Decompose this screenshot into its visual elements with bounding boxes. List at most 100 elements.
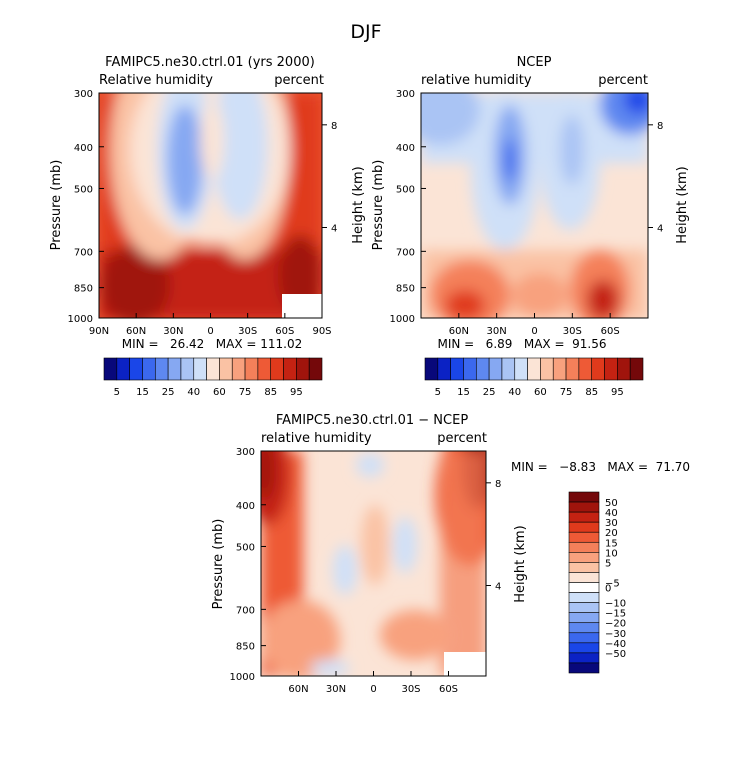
colorbar-label: 85 [585,387,598,398]
y-tick-label: 400 [236,501,255,512]
colorbar-label: 25 [483,387,496,398]
colorbar-label: −10 [605,599,626,610]
colorbar-swatch [257,357,272,381]
y-tick-label: 1000 [68,314,93,325]
x-tick-label: 60N [288,684,308,695]
colorbar-swatch [527,357,541,381]
colorbar-label: 75 [239,387,252,398]
colorbar-label: 75 [560,387,573,398]
y-tick-label: 400 [396,143,415,154]
colorbar-swatch [552,357,567,381]
colorbar-label: 60 [534,387,547,398]
x-ticks: 60N 30N 0 30S 60S [288,671,458,695]
x-tick-label: 30N [163,326,183,337]
colorbar-ncep: 5 15 25 40 60 75 85 95 [424,357,644,398]
colorbar-swatch [450,357,464,381]
colorbar-swatch [103,357,118,381]
colorbar-label: 50 [605,498,618,509]
colorbar-swatch [142,357,156,381]
height-tick-label: 8 [657,121,663,132]
colorbar-swatch [219,357,233,381]
colorbar-label: −50 [605,649,626,660]
y-tick-label: 300 [396,89,415,100]
y-tick-label: 1000 [390,314,415,325]
y-axis-label-right: Height (km) [513,525,528,602]
height-ticks: 84 [322,121,337,235]
y-axis-label: Pressure (mb) [49,160,64,251]
colorbar-swatch [568,622,600,634]
x-tick-label: 30N [487,326,507,337]
colorbar-swatch [568,491,600,503]
colorbar-swatch [501,357,516,381]
colorbar-swatch [568,501,600,513]
colorbar-label: 40 [508,387,521,398]
y-tick-label: 850 [396,284,415,295]
colorbar-swatch [244,357,259,381]
colorbar-swatch [116,357,130,381]
x-tick-label: 60S [275,326,294,337]
x-tick-label: 90N [89,326,109,337]
height-ticks: 84 [648,121,663,235]
colorbar-swatch [308,357,323,381]
colorbar-swatch [193,357,207,381]
y-axis-label: Pressure (mb) [371,160,386,251]
colorbar-label: 40 [605,508,618,519]
colorbar-model: 5 15 25 40 60 75 85 95 [103,357,323,398]
colorbar-swatch [591,357,605,381]
height-tick-label: 4 [657,224,663,235]
left-label: relative humidity [421,73,532,88]
colorbar-label: 95 [290,387,303,398]
y-tick-label: 1000 [230,672,255,683]
x-tick-label: 0 [531,326,537,337]
y-ticks: 300 400 500 700 850 1000 [230,447,266,683]
colorbar-swatch [283,357,297,381]
right-label: percent [598,73,648,88]
colorbar-swatch [180,357,195,381]
y-ticks: 300 400 500 700 850 1000 [390,89,426,325]
panel-difference: FAMIPC5.ne30.ctrl.01 − NCEP relative hum… [211,413,690,695]
colorbar-label: 60 [213,387,226,398]
colorbar-swatch [514,357,528,381]
right-label: percent [274,73,324,88]
height-ticks: 84 [486,479,501,593]
colorbar-swatch [568,592,600,603]
colorbar-swatch [129,357,143,381]
page-title: DJF [350,21,381,43]
colorbar-label: 40 [187,387,200,398]
y-tick-label: 700 [396,247,415,258]
colorbar-swatch [568,541,600,553]
colorbar-swatch [154,357,169,381]
colorbar-swatch [568,552,600,563]
panel-model-rh: FAMIPC5.ne30.ctrl.01 (yrs 2000) Relative… [49,55,366,351]
panel-title: FAMIPC5.ne30.ctrl.01 (yrs 2000) [105,55,315,70]
colorbar-swatch [568,562,600,573]
x-ticks: 90N 60N 30N 0 30S 60S 90S [89,313,332,337]
stats-text: MIN = −8.83 MAX = 71.70 [511,460,690,474]
colorbar-label: 5 [114,387,120,398]
x-tick-label: 30S [401,684,420,695]
x-tick-label: 90S [312,326,331,337]
x-tick-label: 0 [370,684,376,695]
y-tick-label: 500 [396,184,415,195]
y-tick-label: 300 [236,447,255,458]
colorbar-swatch [568,662,600,674]
y-tick-label: 850 [74,284,93,295]
y-axis-label: Pressure (mb) [211,519,226,610]
height-tick-label: 4 [495,582,501,593]
y-tick-label: 850 [236,642,255,653]
colorbar-label: 30 [605,518,618,529]
y-tick-label: 500 [74,184,93,195]
y-ticks: 300 400 500 700 850 1000 [68,89,104,325]
stats-text: MIN = 26.42 MAX = 111.02 [122,337,302,351]
left-label: Relative humidity [99,73,213,88]
colorbar-swatch [488,357,503,381]
colorbar-label: 85 [264,387,277,398]
colorbar-swatch [604,357,618,381]
colorbar-swatch [568,582,600,593]
colorbar-label: 15 [605,538,618,549]
y-axis-label-right: Height (km) [351,166,366,243]
colorbar-swatch [568,612,600,624]
x-ticks: 60N 30N 0 30S 60S [449,313,620,337]
colorbar-swatch [568,632,600,644]
